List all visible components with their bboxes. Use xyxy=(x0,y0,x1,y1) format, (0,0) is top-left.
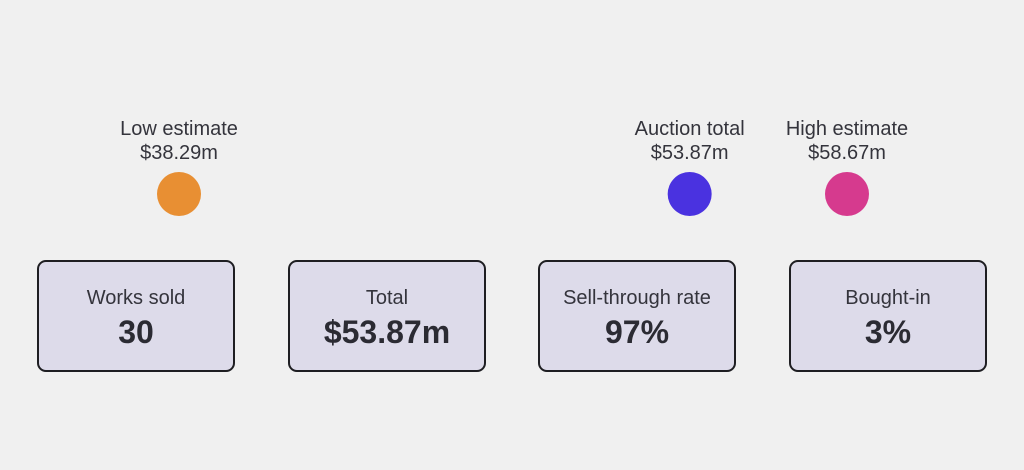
auction-total-title: Auction total xyxy=(634,118,745,140)
low-estimate-title: Low estimate xyxy=(120,118,238,140)
sell-through-rate-value: 97% xyxy=(604,314,670,350)
total-card: Total $53.87m xyxy=(288,260,486,372)
bought-in-label: Bought-in xyxy=(845,287,931,309)
total-label: Total xyxy=(365,287,409,309)
works-sold-label: Works sold xyxy=(86,287,186,309)
auction-total-marker xyxy=(667,172,712,216)
auction-total-value: $53.87m xyxy=(650,142,729,164)
estimate-range-chart xyxy=(157,172,869,216)
total-value: $53.87m xyxy=(323,314,451,350)
high-estimate-label: High estimate $58.67m xyxy=(747,117,947,165)
auction-total-label: Auction total $53.87m xyxy=(590,117,790,165)
works-sold-card: Works sold 30 xyxy=(37,260,235,372)
low-estimate-value: $38.29m xyxy=(140,142,218,164)
low-estimate-marker xyxy=(157,172,201,216)
sell-through-rate-card: Sell-through rate 97% xyxy=(538,260,736,372)
high-estimate-marker xyxy=(825,172,869,216)
low-estimate-label: Low estimate $38.29m xyxy=(79,117,279,165)
high-estimate-value: $58.67m xyxy=(808,142,886,164)
high-estimate-title: High estimate xyxy=(785,118,909,140)
works-sold-value: 30 xyxy=(118,314,154,350)
sell-through-rate-label: Sell-through rate xyxy=(563,287,711,309)
bought-in-value: 3% xyxy=(864,314,912,350)
bought-in-card: Bought-in 3% xyxy=(789,260,987,372)
